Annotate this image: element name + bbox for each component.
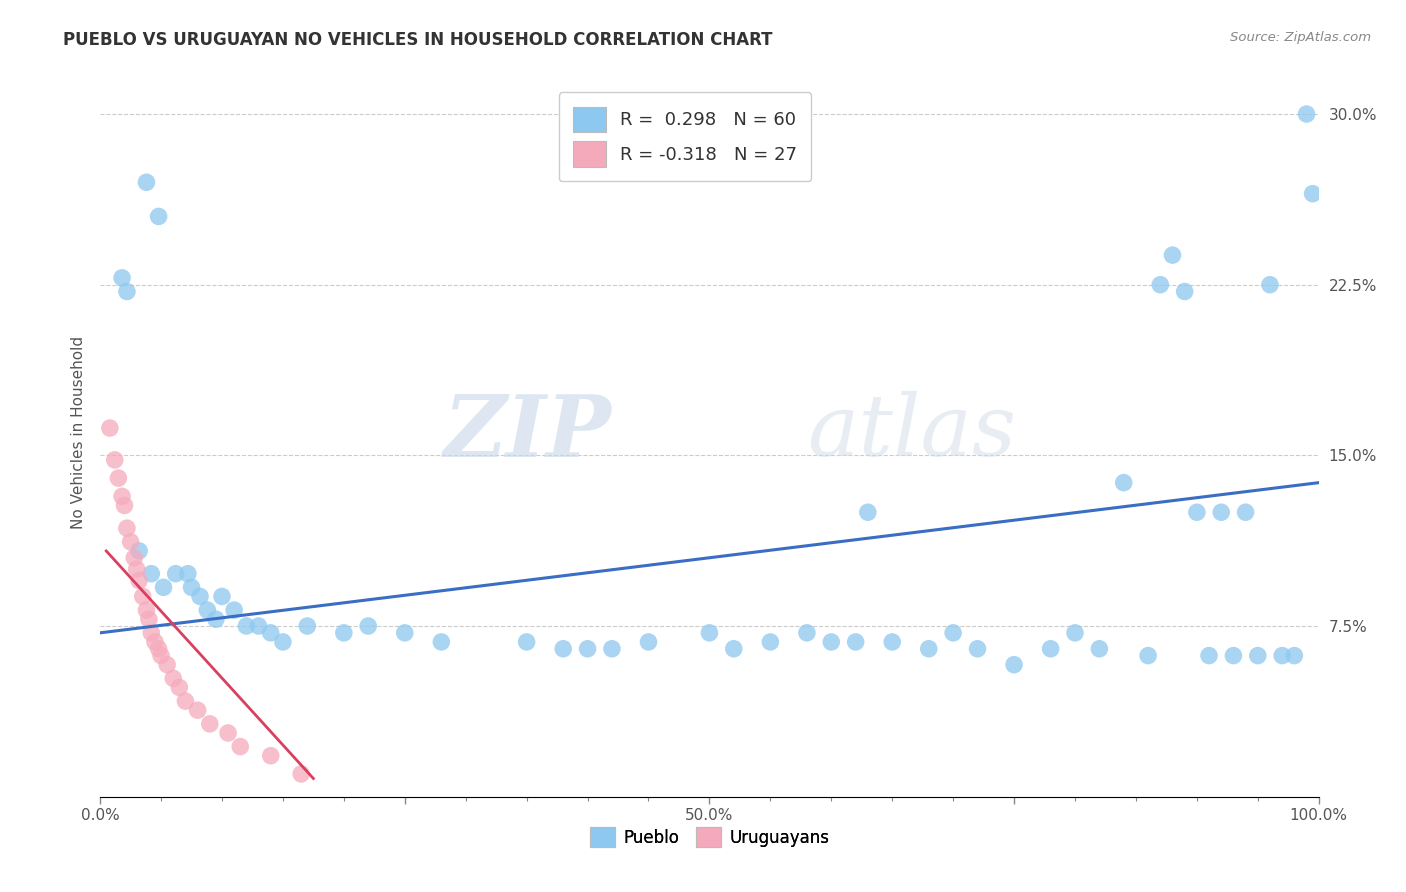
Point — [1222, 648, 1244, 663]
Point — [224, 603, 246, 617]
Point — [1174, 285, 1197, 299]
Point — [195, 603, 218, 617]
Point — [918, 641, 941, 656]
Point — [180, 580, 202, 594]
Point — [723, 641, 745, 656]
Point — [553, 641, 575, 656]
Point — [637, 635, 659, 649]
Point — [115, 521, 138, 535]
Point — [98, 421, 121, 435]
Point — [247, 619, 270, 633]
Point — [845, 635, 868, 649]
Point — [188, 590, 211, 604]
Point — [1198, 648, 1220, 663]
Point — [260, 748, 283, 763]
Point — [141, 566, 163, 581]
Point — [297, 619, 319, 633]
Text: ZIP: ZIP — [444, 391, 612, 475]
Legend: Pueblo, Uruguayans: Pueblo, Uruguayans — [583, 821, 835, 854]
Point — [856, 505, 879, 519]
Point — [357, 619, 380, 633]
Point — [132, 590, 155, 604]
Point — [699, 625, 721, 640]
Point — [148, 641, 170, 656]
Point — [148, 210, 170, 224]
Point — [576, 641, 599, 656]
Point — [114, 499, 136, 513]
Point — [143, 635, 166, 649]
Point — [1258, 277, 1281, 292]
Point — [174, 694, 197, 708]
Point — [217, 726, 239, 740]
Point — [198, 717, 221, 731]
Point — [229, 739, 252, 754]
Point — [290, 767, 312, 781]
Point — [141, 625, 163, 640]
Point — [966, 641, 988, 656]
Point — [1088, 641, 1111, 656]
Point — [128, 574, 150, 588]
Point — [120, 534, 142, 549]
Point — [1002, 657, 1025, 672]
Point — [516, 635, 538, 649]
Text: PUEBLO VS URUGUAYAN NO VEHICLES IN HOUSEHOLD CORRELATION CHART: PUEBLO VS URUGUAYAN NO VEHICLES IN HOUSE… — [63, 31, 773, 49]
Point — [152, 580, 174, 594]
Point — [205, 612, 228, 626]
Point — [125, 562, 148, 576]
Point — [1295, 107, 1317, 121]
Point — [1039, 641, 1062, 656]
Point — [600, 641, 623, 656]
Point — [162, 671, 184, 685]
Point — [135, 603, 157, 617]
Point — [430, 635, 453, 649]
Point — [1064, 625, 1087, 640]
Point — [165, 566, 187, 581]
Point — [107, 471, 129, 485]
Point — [177, 566, 200, 581]
Y-axis label: No Vehicles in Household: No Vehicles in Household — [72, 336, 86, 529]
Point — [138, 612, 160, 626]
Point — [1302, 186, 1324, 201]
Point — [111, 271, 134, 285]
Point — [235, 619, 257, 633]
Point — [1161, 248, 1184, 262]
Point — [759, 635, 782, 649]
Point — [211, 590, 233, 604]
Point — [135, 175, 157, 189]
Point — [1284, 648, 1306, 663]
Text: atlas: atlas — [807, 392, 1017, 474]
Point — [820, 635, 842, 649]
Point — [333, 625, 356, 640]
Point — [1211, 505, 1233, 519]
Point — [394, 625, 416, 640]
Point — [1149, 277, 1171, 292]
Point — [187, 703, 209, 717]
Point — [111, 489, 134, 503]
Point — [942, 625, 965, 640]
Point — [115, 285, 138, 299]
Point — [1234, 505, 1257, 519]
Point — [1112, 475, 1135, 490]
Point — [1247, 648, 1270, 663]
Point — [122, 550, 145, 565]
Point — [1271, 648, 1294, 663]
Text: Source: ZipAtlas.com: Source: ZipAtlas.com — [1230, 31, 1371, 45]
Point — [1137, 648, 1160, 663]
Point — [128, 544, 150, 558]
Point — [156, 657, 179, 672]
Point — [260, 625, 283, 640]
Point — [882, 635, 904, 649]
Point — [150, 648, 173, 663]
Point — [104, 453, 127, 467]
Point — [169, 681, 191, 695]
Point — [1185, 505, 1208, 519]
Point — [271, 635, 294, 649]
Point — [796, 625, 818, 640]
